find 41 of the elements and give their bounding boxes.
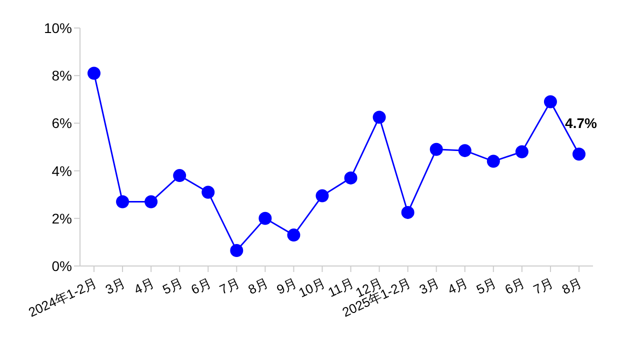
point bbox=[572, 148, 586, 161]
x-tick-label: 6月 bbox=[502, 275, 528, 298]
point bbox=[88, 66, 100, 80]
point bbox=[544, 95, 557, 108]
x-tick-label: 10月 bbox=[296, 275, 328, 300]
x-tick-label: 3月 bbox=[416, 275, 442, 298]
point bbox=[287, 228, 300, 242]
x-tick-label: 4月 bbox=[445, 275, 470, 298]
y-tick-label: 0% bbox=[52, 258, 72, 274]
point bbox=[344, 171, 358, 184]
x-tick-label: 2024年1-2月 bbox=[26, 275, 100, 320]
x-tick-label: 9月 bbox=[274, 275, 299, 298]
point bbox=[401, 206, 414, 219]
point bbox=[372, 110, 386, 124]
point bbox=[458, 144, 472, 158]
point bbox=[258, 212, 272, 225]
x-tick-label: 6月 bbox=[188, 275, 214, 298]
x-tick-label: 5月 bbox=[474, 275, 499, 298]
point bbox=[202, 186, 215, 199]
point bbox=[230, 244, 244, 258]
y-tick-label: 10% bbox=[44, 20, 72, 36]
x-tick-label: 8月 bbox=[246, 275, 270, 298]
x-tick-label: 8月 bbox=[560, 275, 584, 298]
x-tick-label: 3月 bbox=[103, 275, 128, 298]
point bbox=[430, 142, 443, 156]
x-tick-label: 11月 bbox=[326, 275, 356, 300]
y-tick-label: 2% bbox=[52, 210, 72, 226]
x-tick-label: 7月 bbox=[217, 275, 242, 298]
x-tick-label: 5月 bbox=[160, 275, 185, 298]
x-tick-label: 4月 bbox=[132, 275, 156, 298]
point bbox=[486, 154, 500, 168]
data-label: 4.7% bbox=[565, 115, 598, 132]
x-tick-label: 7月 bbox=[531, 275, 556, 298]
y-tick-label: 6% bbox=[52, 115, 72, 132]
y-tick-label: 4% bbox=[52, 162, 72, 179]
point bbox=[515, 145, 528, 158]
point bbox=[144, 195, 158, 208]
point bbox=[316, 189, 329, 202]
y-tick-label: 8% bbox=[52, 68, 72, 84]
point bbox=[173, 169, 186, 182]
point bbox=[116, 195, 130, 208]
